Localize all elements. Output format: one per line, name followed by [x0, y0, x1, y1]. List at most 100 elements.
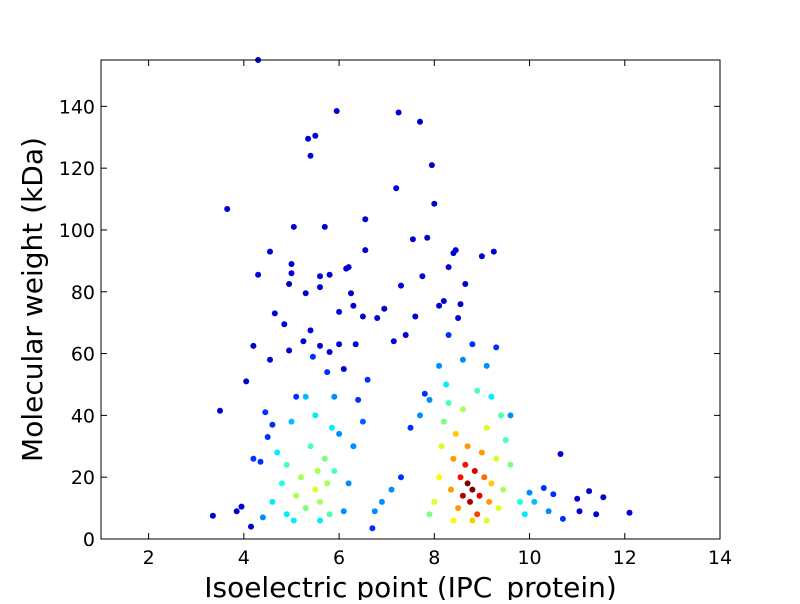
data-point	[267, 248, 273, 255]
data-point	[481, 474, 488, 481]
data-point	[390, 338, 397, 345]
y-axis-title: Molecular weight (kDa)	[16, 137, 49, 462]
data-point	[378, 498, 385, 505]
data-point	[243, 378, 250, 385]
data-point	[288, 418, 295, 425]
data-point	[464, 443, 471, 450]
data-point	[359, 418, 366, 425]
data-point	[488, 393, 495, 400]
data-point	[426, 511, 433, 518]
data-point	[431, 200, 438, 207]
data-point	[483, 362, 490, 369]
data-point	[436, 474, 443, 481]
data-point	[593, 511, 600, 518]
data-point	[450, 455, 457, 462]
data-point	[540, 485, 547, 491]
data-point	[440, 418, 447, 425]
data-point	[345, 480, 352, 487]
data-point	[371, 508, 378, 515]
data-point	[302, 290, 309, 297]
data-point	[440, 298, 447, 304]
data-point	[419, 273, 426, 280]
data-point	[309, 353, 316, 360]
data-point	[455, 315, 462, 321]
data-point	[409, 236, 416, 243]
data-point	[362, 216, 369, 223]
y-tick-label: 140	[59, 96, 95, 118]
data-point	[483, 424, 490, 431]
x-tick-label: 12	[613, 547, 637, 569]
data-point	[326, 271, 333, 278]
data-point	[452, 430, 459, 437]
y-tick-label: 40	[71, 405, 95, 427]
data-point	[467, 498, 473, 505]
data-point	[464, 480, 471, 487]
data-point	[398, 474, 404, 481]
x-tick-label: 2	[143, 547, 155, 569]
data-point	[298, 474, 304, 481]
data-point	[305, 135, 312, 142]
data-point	[271, 310, 278, 317]
data-point	[469, 517, 476, 524]
data-point	[445, 400, 452, 406]
data-point	[450, 517, 457, 524]
x-axis-title: Isoelectric point (IPC_protein)	[204, 571, 617, 600]
data-point	[302, 505, 309, 512]
data-point	[336, 430, 343, 437]
data-point	[431, 498, 438, 505]
data-point	[459, 492, 466, 499]
data-point	[350, 443, 357, 450]
data-point	[290, 517, 297, 524]
data-point	[600, 494, 607, 501]
y-tick-label: 120	[59, 158, 95, 180]
data-point	[314, 468, 321, 474]
data-point	[293, 492, 300, 499]
data-point	[312, 412, 319, 419]
data-point	[359, 313, 366, 320]
data-point	[545, 508, 552, 515]
data-point	[502, 437, 509, 444]
data-point	[445, 332, 452, 338]
data-point	[288, 270, 295, 277]
data-point	[474, 511, 481, 518]
data-point	[321, 455, 328, 462]
data-point	[274, 449, 281, 456]
data-point	[331, 393, 338, 400]
data-point	[281, 321, 288, 328]
data-point	[307, 443, 314, 450]
data-point	[336, 341, 343, 348]
data-point	[286, 281, 293, 287]
data-point	[452, 247, 459, 254]
data-point	[476, 492, 483, 499]
data-point	[500, 486, 507, 493]
data-point	[457, 474, 464, 481]
data-point	[374, 315, 381, 321]
data-point	[428, 162, 435, 169]
data-point	[417, 118, 423, 125]
data-point	[559, 515, 566, 522]
data-point	[312, 132, 319, 139]
data-point	[317, 284, 323, 291]
y-tick-label: 0	[83, 529, 95, 551]
data-point	[333, 108, 340, 114]
data-point	[300, 338, 307, 345]
data-point	[493, 344, 500, 351]
x-tick-label: 10	[517, 547, 541, 569]
data-point	[257, 458, 264, 465]
data-point	[521, 511, 528, 518]
data-point	[626, 509, 633, 516]
data-point	[462, 461, 469, 468]
data-point	[321, 223, 328, 230]
data-point	[324, 480, 331, 487]
data-point	[233, 508, 240, 515]
data-point	[412, 313, 419, 320]
data-point	[269, 421, 276, 428]
data-point	[526, 489, 533, 496]
data-point	[352, 341, 359, 348]
data-point	[259, 514, 266, 521]
data-point	[498, 412, 504, 419]
data-point	[288, 261, 295, 267]
